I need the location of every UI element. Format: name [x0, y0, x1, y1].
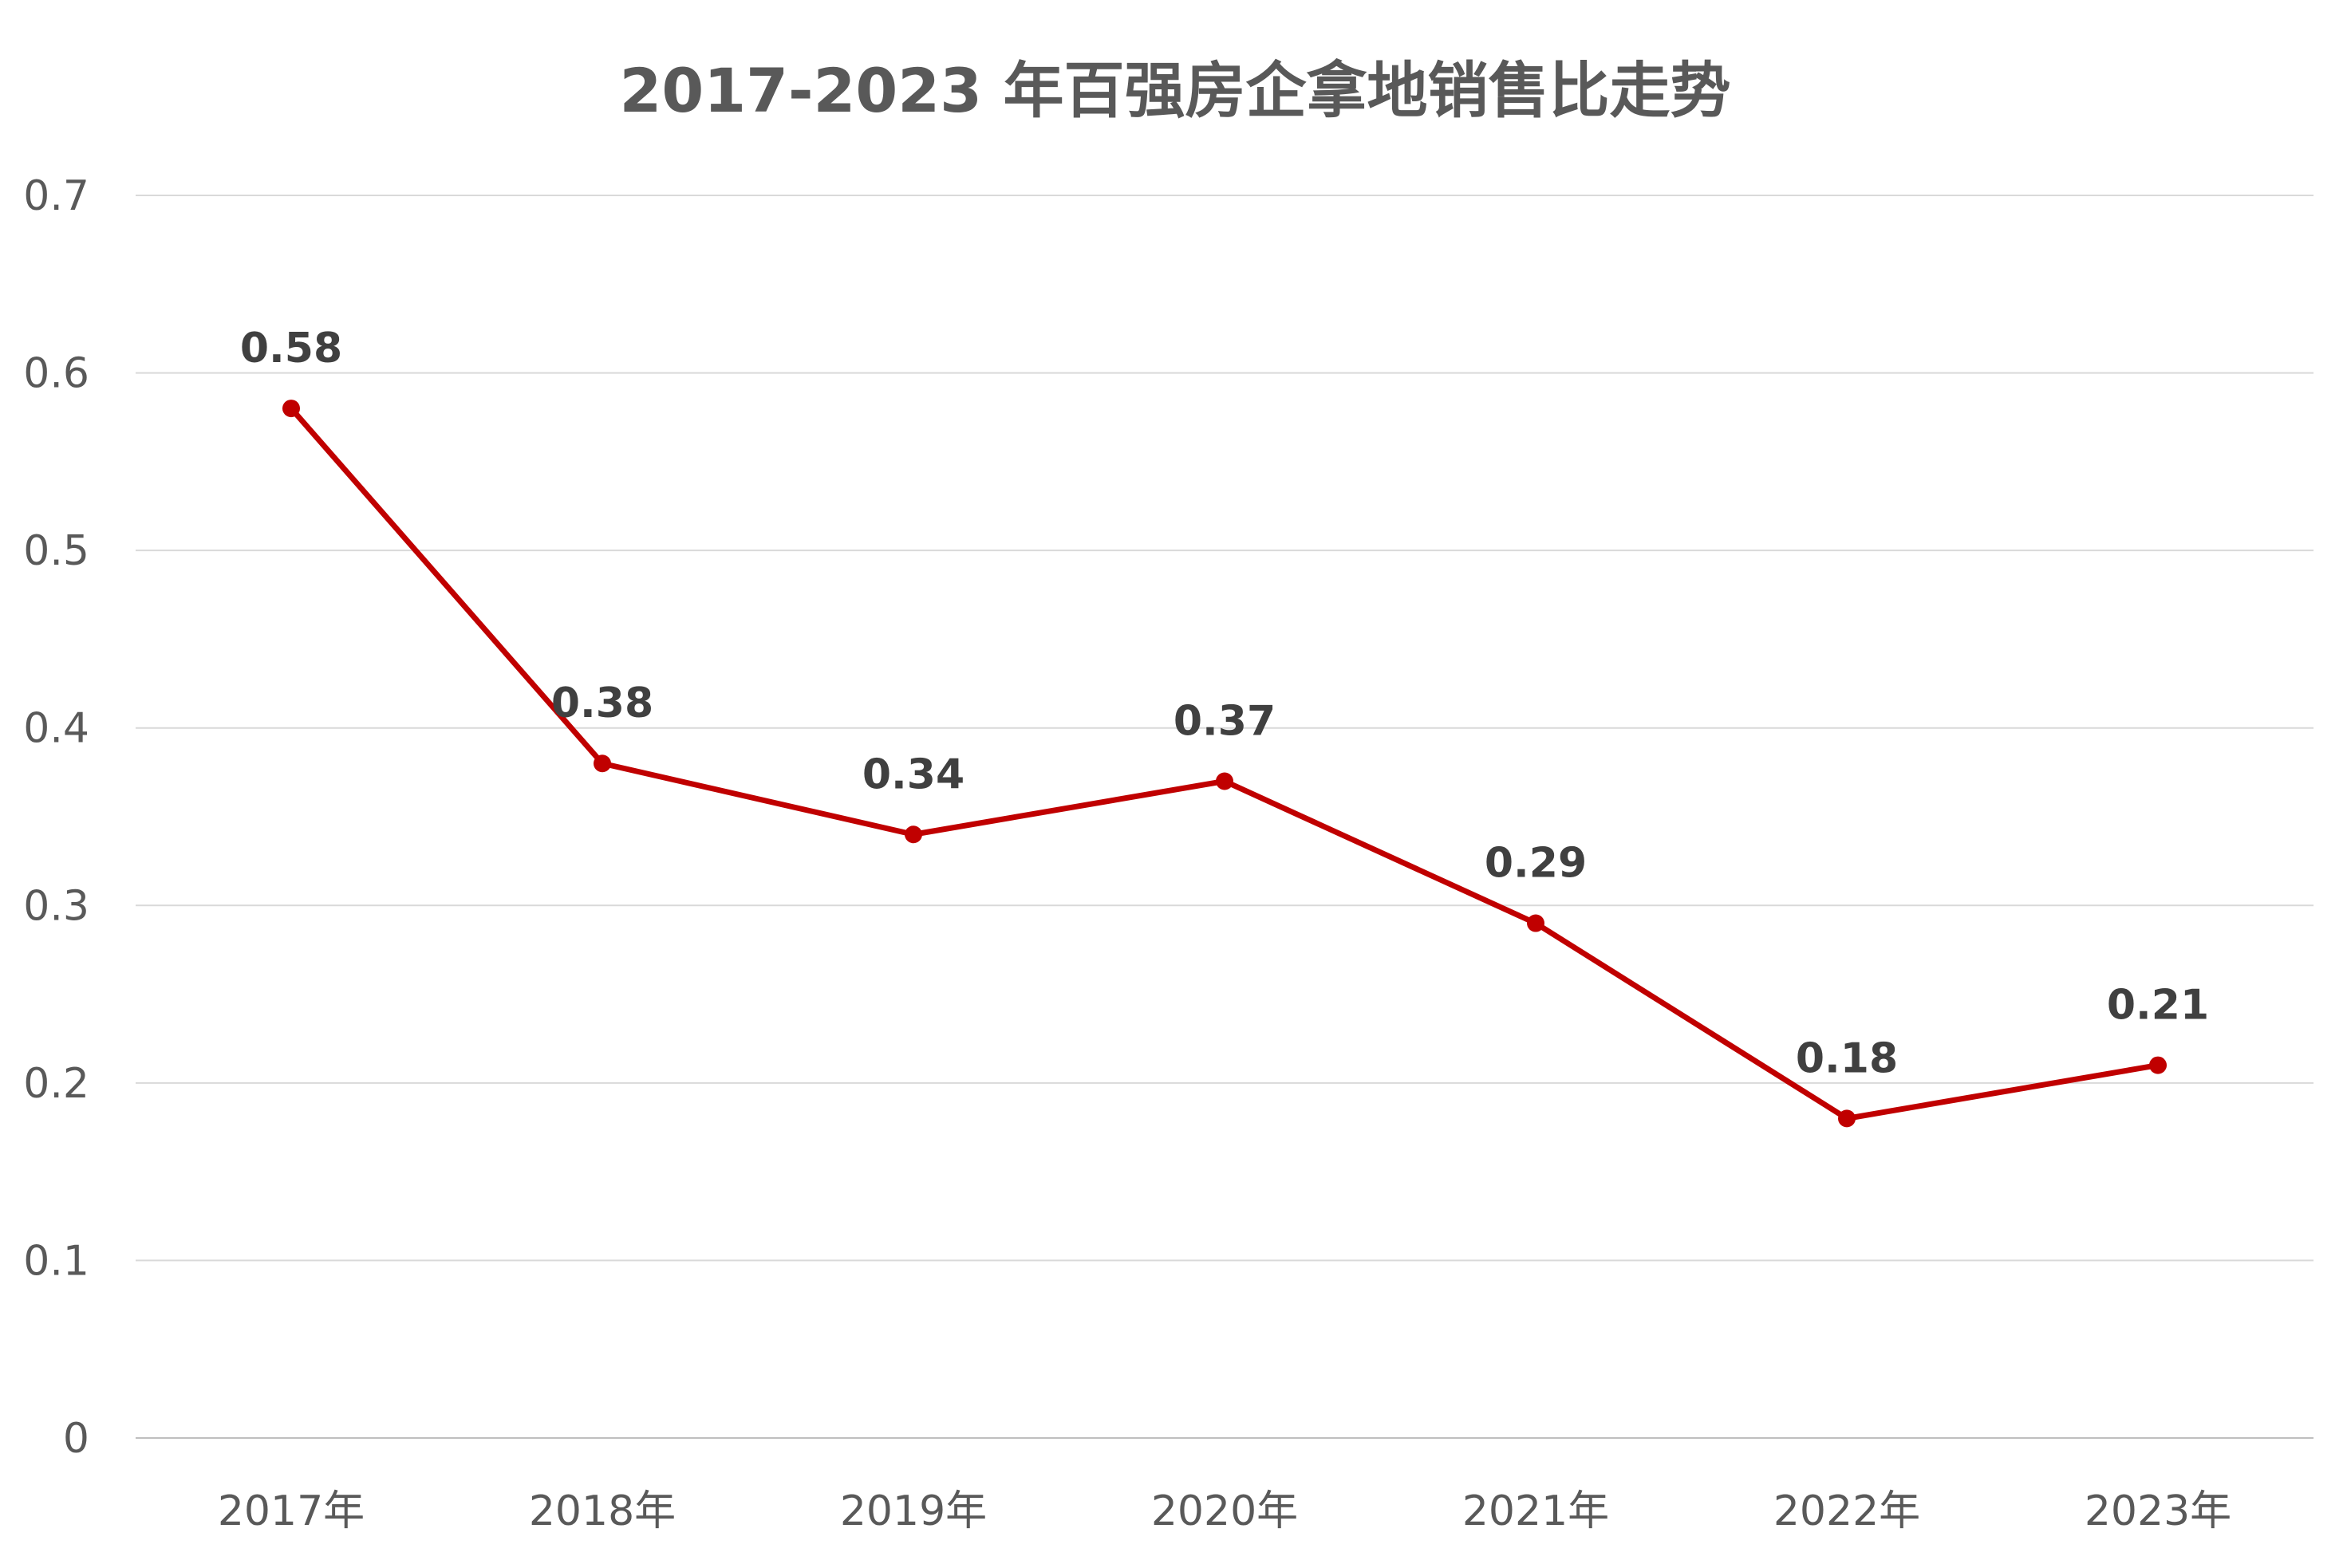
data-labels: 0.58 0.38 0.34 0.37 0.29 0.18 0.21 [240, 325, 2209, 1082]
x-tick-label-0: 2017年 [218, 1487, 365, 1535]
x-tick-label-4: 2021年 [1462, 1487, 1609, 1535]
x-tick-label-6: 2023年 [2085, 1487, 2231, 1535]
y-tick-label-1: 0.1 [23, 1237, 89, 1285]
x-tick-label-3: 2020年 [1151, 1487, 1298, 1535]
y-tick-label-6: 0.6 [23, 350, 89, 398]
x-tick-label-1: 2018年 [529, 1487, 676, 1535]
data-point-4 [1527, 914, 1544, 932]
gridlines [136, 195, 2314, 1439]
data-label-4: 0.29 [1485, 840, 1587, 888]
y-tick-label-7: 0.7 [23, 172, 89, 220]
y-tick-label-5: 0.5 [23, 527, 89, 575]
data-point-3 [1216, 772, 1233, 790]
data-label-1: 0.38 [551, 680, 653, 727]
y-tick-label-0: 0 [63, 1415, 89, 1463]
data-point-0 [282, 400, 300, 418]
data-point-1 [594, 754, 611, 773]
series [282, 400, 2167, 1128]
data-point-6 [2149, 1056, 2167, 1074]
y-axis: 0 0.1 0.2 0.3 0.4 0.5 0.6 0.7 [23, 172, 89, 1463]
data-point-5 [1838, 1109, 1856, 1128]
y-tick-label-2: 0.2 [23, 1060, 89, 1108]
data-label-0: 0.58 [240, 325, 342, 372]
data-point-2 [905, 825, 922, 844]
x-tick-label-5: 2022年 [1773, 1487, 1920, 1535]
y-tick-label-3: 0.3 [23, 882, 89, 930]
data-label-3: 0.37 [1174, 697, 1276, 745]
x-axis: 2017年 2018年 2019年 2020年 2021年 2022年 2023年 [218, 1487, 2231, 1535]
data-label-2: 0.34 [862, 751, 964, 798]
series-line-0 [288, 405, 2161, 1121]
data-label-6: 0.21 [2107, 982, 2209, 1030]
chart-title: 2017-2023 年百强房企拿地销售比走势 [619, 55, 1730, 126]
x-tick-label-2: 2019年 [840, 1487, 987, 1535]
data-label-5: 0.18 [1796, 1034, 1898, 1082]
y-tick-label-4: 0.4 [23, 705, 89, 753]
